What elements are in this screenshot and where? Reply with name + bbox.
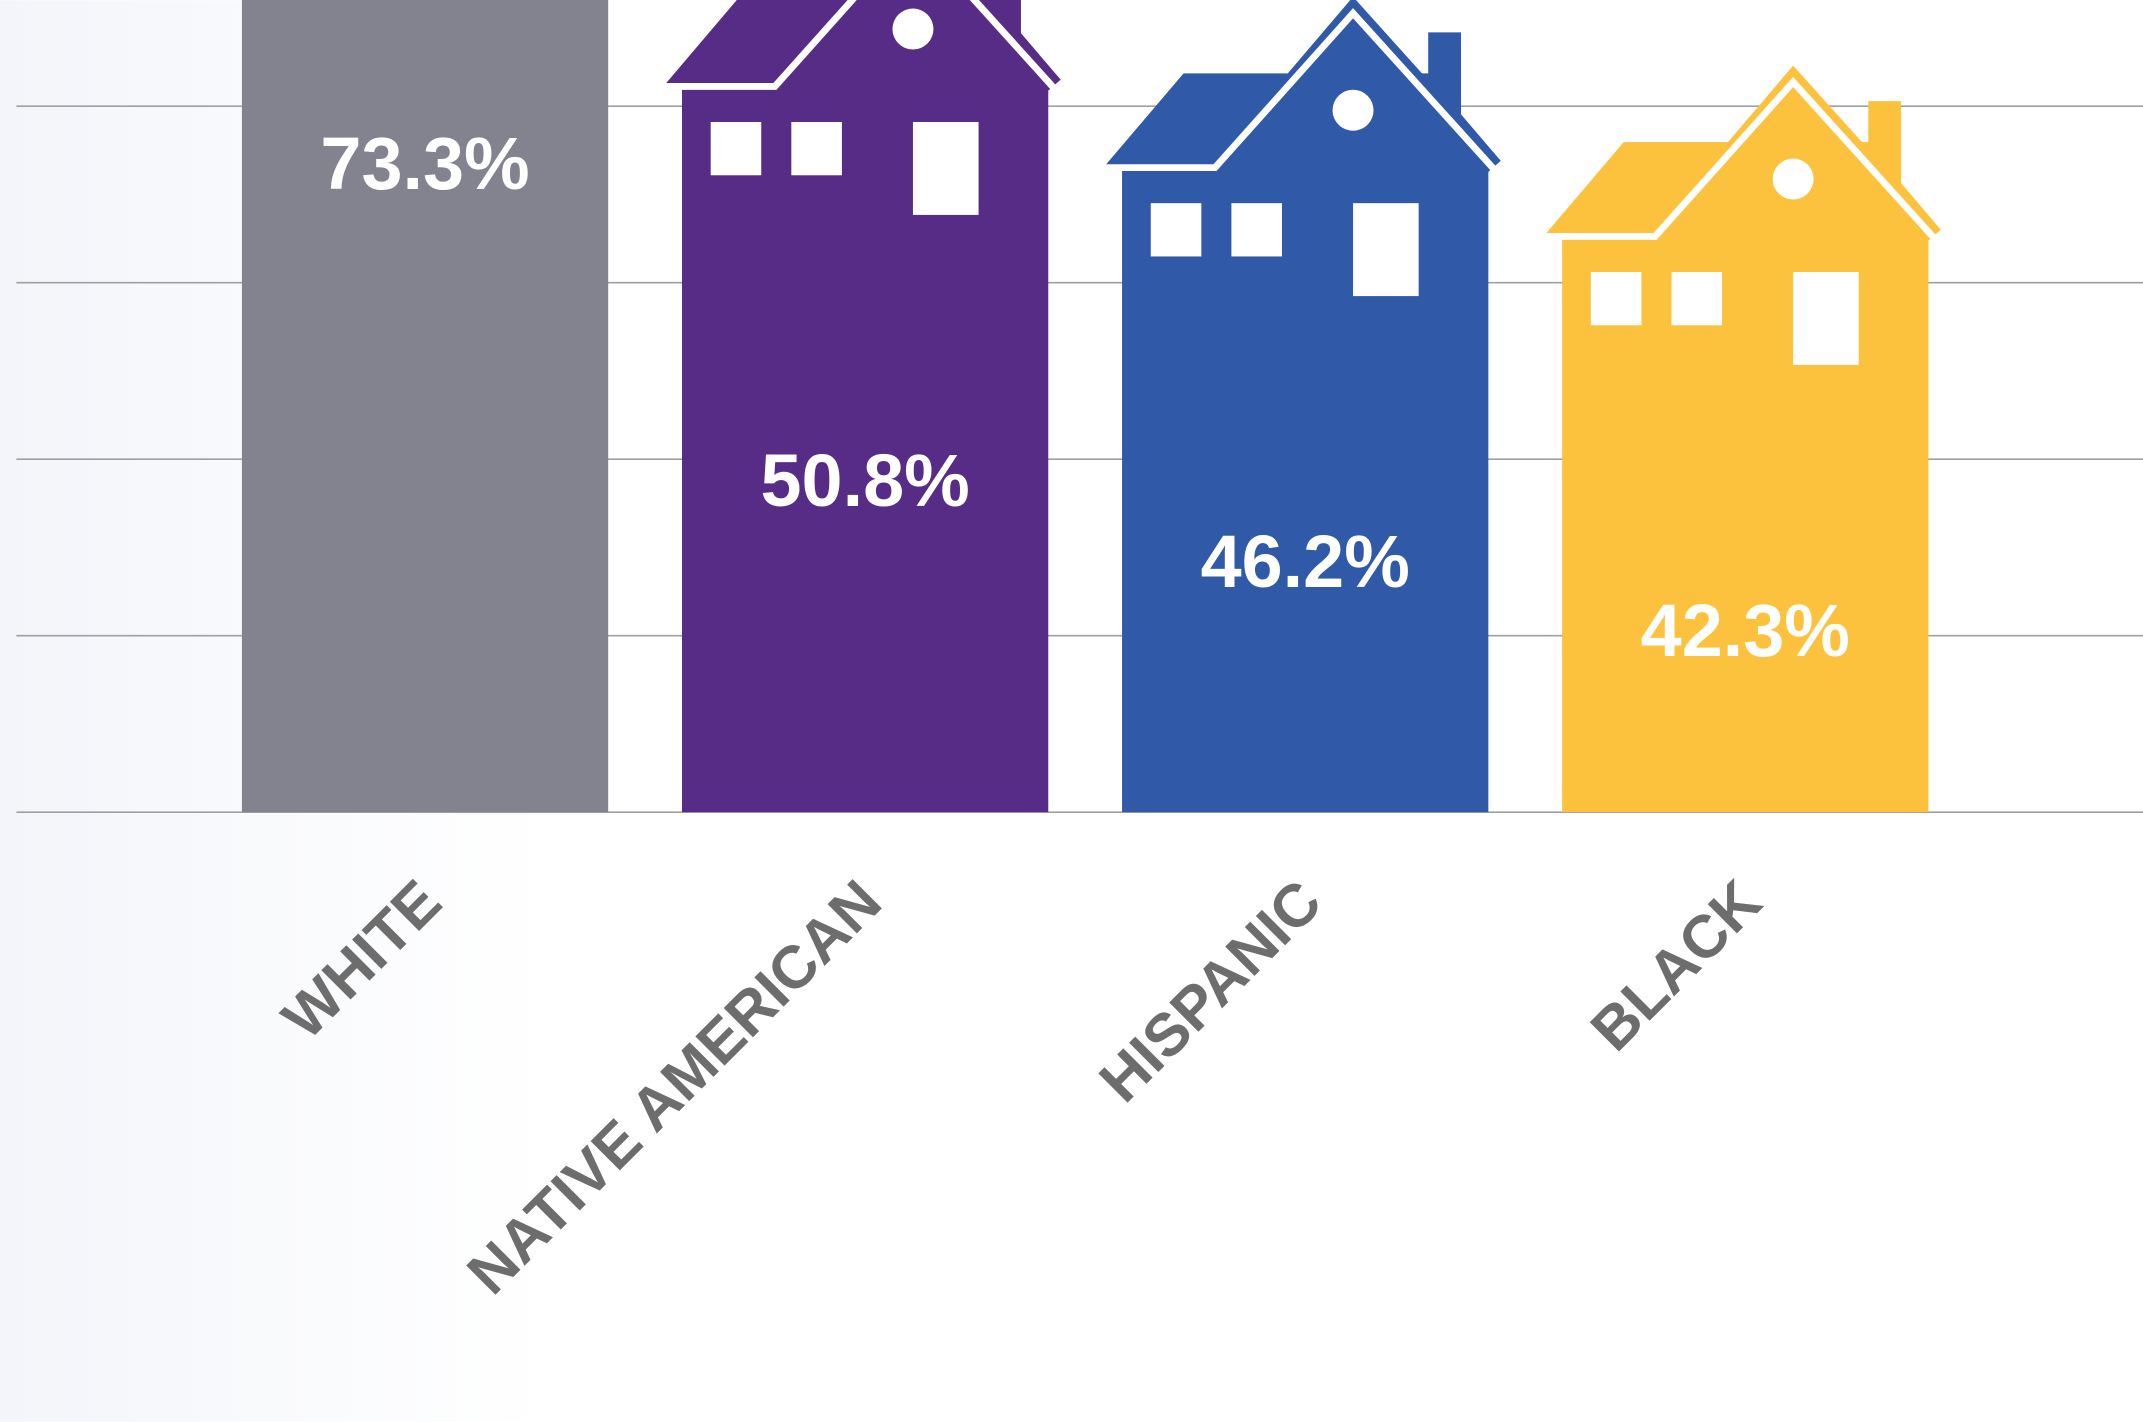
window — [912, 121, 979, 215]
x-tick-label: HISPANIC — [1087, 867, 1334, 1114]
window — [1590, 271, 1642, 326]
attic-window — [892, 8, 934, 50]
value-label: 46.2% — [1201, 520, 1410, 603]
attic-window — [1332, 89, 1374, 131]
house — [665, 0, 1061, 813]
roof-trim — [1105, 8, 1497, 172]
value-label: 73.3% — [320, 122, 529, 205]
house — [1105, 0, 1501, 813]
value-label: 42.3% — [1641, 589, 1850, 672]
roof — [1644, 65, 1941, 241]
window — [710, 121, 762, 176]
roof-trim — [665, 0, 1057, 91]
attic-window — [1772, 158, 1814, 200]
window — [1150, 203, 1202, 257]
house-shape — [665, 0, 1061, 813]
house-shape — [241, 0, 609, 813]
window — [1671, 271, 1723, 326]
roof — [1204, 0, 1501, 172]
window — [791, 121, 842, 176]
x-tick-label: BLACK — [1578, 867, 1774, 1063]
house — [1545, 65, 1941, 813]
roof-trim — [1545, 76, 1937, 241]
value-label: 50.8% — [761, 439, 970, 522]
house — [241, 0, 609, 813]
window — [1793, 271, 1859, 365]
window — [1353, 203, 1419, 297]
window — [1231, 203, 1282, 257]
